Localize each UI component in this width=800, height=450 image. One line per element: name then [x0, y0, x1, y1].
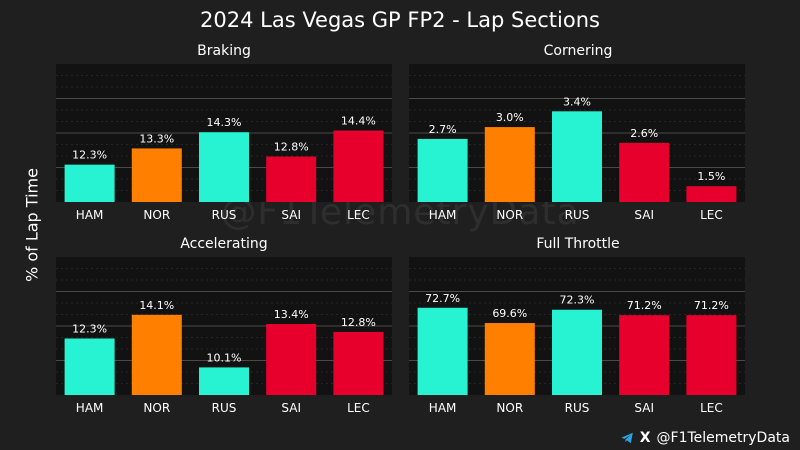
data-label: 69.6% — [492, 307, 527, 320]
data-label: 72.7% — [425, 292, 460, 305]
data-label: 10.1% — [207, 351, 242, 364]
x-tick-label: LEC — [347, 208, 370, 222]
x-icon: X — [639, 430, 651, 446]
data-label: 12.8% — [341, 316, 376, 329]
bar-rus — [552, 309, 602, 395]
data-label: 72.3% — [560, 294, 595, 307]
chart-title: 2024 Las Vegas GP FP2 - Lap Sections — [200, 8, 600, 32]
x-tick-label: LEC — [347, 401, 370, 415]
x-tick-label: SAI — [634, 208, 654, 222]
x-tick-label: RUS — [212, 401, 237, 415]
credit-handle: @F1TelemetryData — [656, 430, 790, 446]
bar-lec — [686, 315, 737, 395]
data-label: 3.0% — [496, 111, 524, 124]
panel-title-accelerating: Accelerating — [180, 236, 268, 252]
bar-lec — [333, 331, 384, 395]
bar-nor — [131, 148, 182, 202]
credit: X @F1TelemetryData — [620, 430, 790, 446]
bar-ham — [64, 164, 115, 202]
x-tick-label: HAM — [76, 208, 104, 222]
cornering-chart: 2.7% HAM 3.0% NOR 3.4% RUS 2.6% SAI 1.5% LEC — [409, 64, 745, 222]
bar-ham — [64, 338, 115, 395]
data-label: 14.1% — [139, 299, 174, 312]
bar-ham — [417, 138, 468, 202]
data-label: 1.5% — [697, 170, 725, 183]
bar-sai — [619, 142, 670, 202]
data-label: 3.4% — [563, 95, 591, 108]
data-label: 14.4% — [341, 115, 376, 128]
x-tick-label: NOR — [143, 401, 170, 415]
x-tick-label: HAM — [429, 208, 457, 222]
bar-sai — [619, 315, 670, 395]
y-axis-label: % of Lap Time — [22, 168, 42, 282]
panel-title-braking: Braking — [197, 43, 251, 59]
x-tick-label: RUS — [565, 401, 590, 415]
x-tick-label: SAI — [281, 208, 301, 222]
bar-ham — [417, 307, 468, 395]
full-throttle-chart: 72.7% HAM 69.6% NOR 72.3% RUS 71.2% SAI 71.2% LEC — [409, 257, 745, 415]
bar-sai — [266, 324, 317, 395]
panel-title-cornering: Cornering — [543, 43, 613, 59]
bar-nor — [131, 314, 182, 395]
data-label: 13.3% — [139, 132, 174, 145]
data-label: 14.3% — [207, 116, 242, 129]
data-label: 13.4% — [274, 308, 309, 321]
x-tick-label: NOR — [496, 401, 523, 415]
accelerating-chart: 12.3% HAM 14.1% NOR 10.1% RUS 13.4% SAI 12.8% LEC — [56, 257, 392, 415]
data-label: 71.2% — [627, 299, 662, 312]
x-tick-label: HAM — [429, 401, 457, 415]
data-label: 2.7% — [429, 123, 457, 136]
bar-rus — [199, 132, 249, 202]
data-label: 12.3% — [72, 149, 107, 162]
bar-lec — [686, 186, 737, 202]
bar-rus — [199, 367, 249, 395]
bar-nor — [484, 323, 535, 395]
panel-title-full-throttle: Full Throttle — [536, 236, 620, 252]
telegram-icon — [620, 432, 633, 444]
x-tick-label: LEC — [700, 208, 723, 222]
x-tick-label: LEC — [700, 401, 723, 415]
bar-nor — [484, 127, 535, 202]
braking-chart: 12.3% HAM 13.3% NOR 14.3% RUS 12.8% SAI 14.4% LEC — [56, 64, 392, 222]
data-label: 71.2% — [694, 299, 729, 312]
x-tick-label: RUS — [212, 208, 237, 222]
x-tick-label: NOR — [496, 208, 523, 222]
bar-sai — [266, 156, 317, 202]
data-label: 2.6% — [630, 127, 658, 140]
bar-rus — [552, 111, 602, 202]
x-tick-label: SAI — [634, 401, 654, 415]
data-label: 12.8% — [274, 141, 309, 154]
x-tick-label: NOR — [143, 208, 170, 222]
x-tick-label: SAI — [281, 401, 301, 415]
x-tick-label: HAM — [76, 401, 104, 415]
bar-lec — [333, 130, 384, 202]
data-label: 12.3% — [72, 322, 107, 335]
x-tick-label: RUS — [565, 208, 590, 222]
